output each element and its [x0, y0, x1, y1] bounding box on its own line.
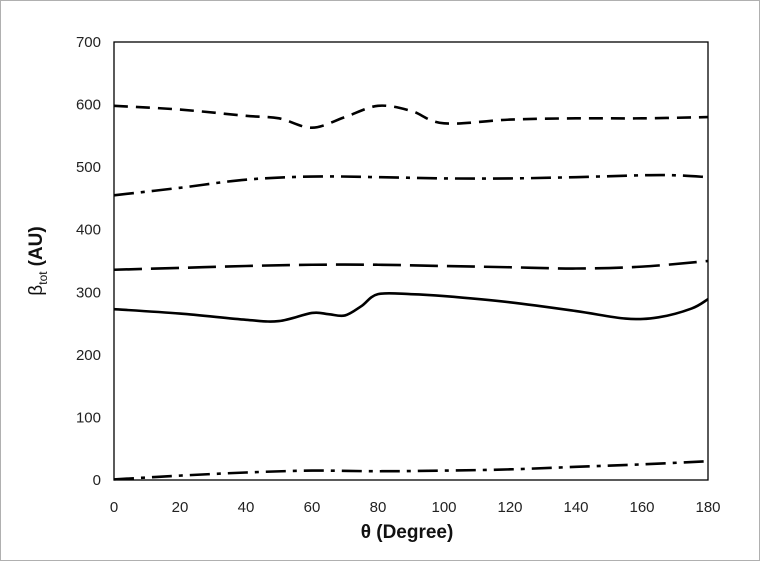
- x-tick-label: 180: [695, 499, 720, 516]
- y-tick-label: 700: [76, 34, 101, 51]
- y-axis-symbol: β: [26, 285, 47, 296]
- x-axis-title: θ (Degree): [361, 522, 454, 543]
- y-tick-label: 0: [93, 472, 101, 489]
- x-tick-label: 80: [370, 499, 387, 516]
- axis-layer: [113, 41, 709, 481]
- x-tick-label: 0: [110, 499, 118, 516]
- y-tick-label: 400: [76, 222, 101, 239]
- x-tick-label: 140: [563, 499, 588, 516]
- series-line-1: [113, 104, 709, 130]
- y-axis-title: βtot (AU): [26, 226, 50, 295]
- x-tick-label: 60: [304, 499, 321, 516]
- y-axis-subscript: tot: [36, 271, 50, 285]
- y-tick-label: 500: [76, 159, 101, 176]
- x-tick-label: 100: [431, 499, 456, 516]
- series-line-3: [113, 259, 709, 272]
- x-tick-label: 20: [172, 499, 189, 516]
- series-layer: [113, 104, 709, 481]
- x-tick-label: 160: [629, 499, 654, 516]
- x-tick-label: 120: [497, 499, 522, 516]
- y-tick-label: 300: [76, 284, 101, 301]
- series-line-5: [113, 459, 709, 481]
- plot-area-border: [113, 41, 709, 481]
- series-line-4: [113, 291, 709, 323]
- x-tick-label: 40: [238, 499, 255, 516]
- y-tick-label: 200: [76, 347, 101, 364]
- series-line-2: [113, 173, 709, 197]
- y-tick-label: 600: [76, 97, 101, 114]
- y-tick-label: 100: [76, 409, 101, 426]
- y-axis-unit: (AU): [26, 226, 47, 266]
- y-tick-labels: 0 100 200 300 400 500 600 700: [76, 34, 101, 489]
- x-tick-labels: 0 20 40 60 80 100 120 140 160 180: [110, 499, 721, 516]
